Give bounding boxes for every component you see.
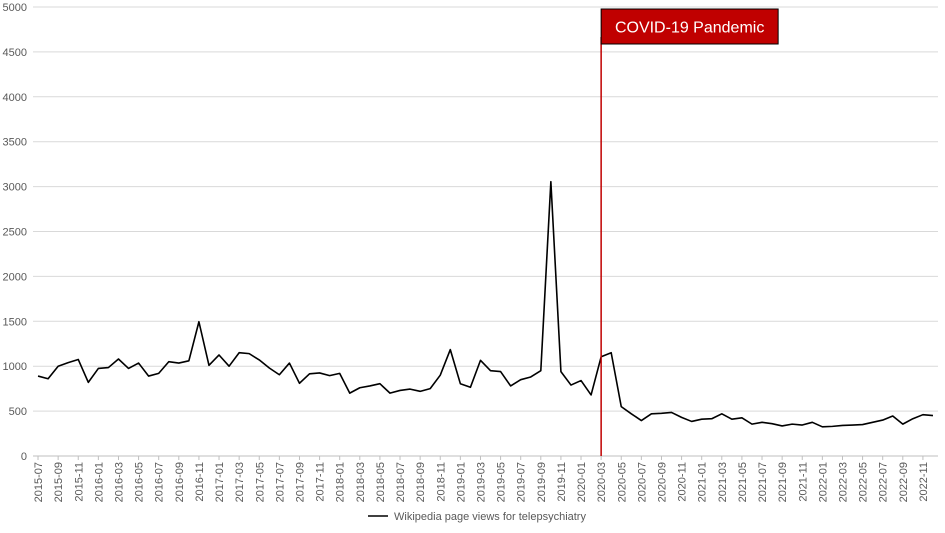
x-tick-label: 2021-11 xyxy=(797,462,809,502)
x-tick-label: 2016-01 xyxy=(93,462,105,502)
y-tick-label: 5000 xyxy=(3,2,27,14)
x-tick-label: 2019-11 xyxy=(556,462,568,502)
y-tick-label: 2500 xyxy=(3,227,27,239)
y-tick-label: 1000 xyxy=(3,361,27,373)
covid-label-text: COVID-19 Pandemic xyxy=(615,20,764,37)
x-tick-label: 2022-03 xyxy=(837,462,849,502)
x-tick-label: 2018-01 xyxy=(335,462,347,502)
x-tick-label: 2020-09 xyxy=(656,462,668,502)
x-tick-label: 2020-03 xyxy=(596,462,608,502)
x-tick-label: 2019-05 xyxy=(496,462,508,502)
legend-label: Wikipedia page views for telepsychiatry xyxy=(394,511,586,523)
y-tick-label: 4000 xyxy=(3,92,27,104)
x-tick-label: 2017-11 xyxy=(315,462,327,502)
x-tick-label: 2018-07 xyxy=(395,462,407,502)
x-tick-label: 2017-01 xyxy=(214,462,226,502)
x-tick-label: 2015-09 xyxy=(53,462,65,502)
y-tick-label: 2000 xyxy=(3,271,27,283)
x-tick-label: 2018-03 xyxy=(355,462,367,502)
x-tick-label: 2022-07 xyxy=(878,462,890,502)
x-tick-label: 2018-11 xyxy=(435,462,447,502)
x-tick-label: 2015-11 xyxy=(73,462,85,502)
x-tick-label: 2017-05 xyxy=(254,462,266,502)
x-tick-label: 2020-11 xyxy=(677,462,689,502)
series-line-telepsychiatry xyxy=(37,180,934,428)
y-tick-label: 3000 xyxy=(3,182,27,194)
y-tick-label: 1500 xyxy=(3,316,27,328)
x-tick-label: 2015-07 xyxy=(33,462,45,502)
gridlines xyxy=(33,6,938,412)
x-tick-label: 2020-05 xyxy=(616,462,628,502)
legend: Wikipedia page views for telepsychiatry xyxy=(368,511,586,523)
y-tick-label: 3500 xyxy=(3,137,27,149)
x-tick-label: 2019-03 xyxy=(475,462,487,502)
x-tick-label: 2017-03 xyxy=(234,462,246,502)
x-tick-label: 2021-09 xyxy=(777,462,789,502)
x-tick-label: 2018-05 xyxy=(375,462,387,502)
x-tick-label: 2022-09 xyxy=(898,462,910,502)
annotation-layer: COVID-19 Pandemic xyxy=(600,8,779,456)
x-tick-label: 2017-09 xyxy=(294,462,306,502)
x-tick-label: 2020-01 xyxy=(576,462,588,502)
y-tick-label: 0 xyxy=(21,451,27,463)
axes: 0 500 1000 1500 2000 2500 3000 3500 4000 4500 5000… xyxy=(3,2,938,502)
y-tick-label: 500 xyxy=(9,406,27,418)
x-tick-label: 2018-09 xyxy=(415,462,427,502)
x-tick-label: 2021-03 xyxy=(717,462,729,502)
y-tick-label: 4500 xyxy=(3,47,27,59)
x-tick-label: 2019-09 xyxy=(536,462,548,502)
x-tick-label: 2019-07 xyxy=(516,462,528,502)
x-tick-label: 2016-03 xyxy=(113,462,125,502)
covid-label-box xyxy=(600,8,779,45)
series-layer xyxy=(37,180,934,428)
x-tick-label: 2016-05 xyxy=(134,462,146,502)
x-tick-label: 2016-09 xyxy=(174,462,186,502)
x-tick-label: 2020-07 xyxy=(636,462,648,502)
x-tick-label: 2019-01 xyxy=(455,462,467,502)
x-tick-label: 2022-01 xyxy=(817,462,829,502)
x-tick-label: 2021-05 xyxy=(737,462,749,502)
x-tick-label: 2022-11 xyxy=(918,462,930,502)
x-tick-label: 2017-07 xyxy=(274,462,286,502)
x-tick-label: 2021-07 xyxy=(757,462,769,502)
x-tick-label: 2016-07 xyxy=(154,462,166,502)
x-tick-label: 2021-01 xyxy=(697,462,709,502)
x-tick-label: 2016-11 xyxy=(194,462,206,502)
x-tick-label: 2022-05 xyxy=(858,462,870,502)
